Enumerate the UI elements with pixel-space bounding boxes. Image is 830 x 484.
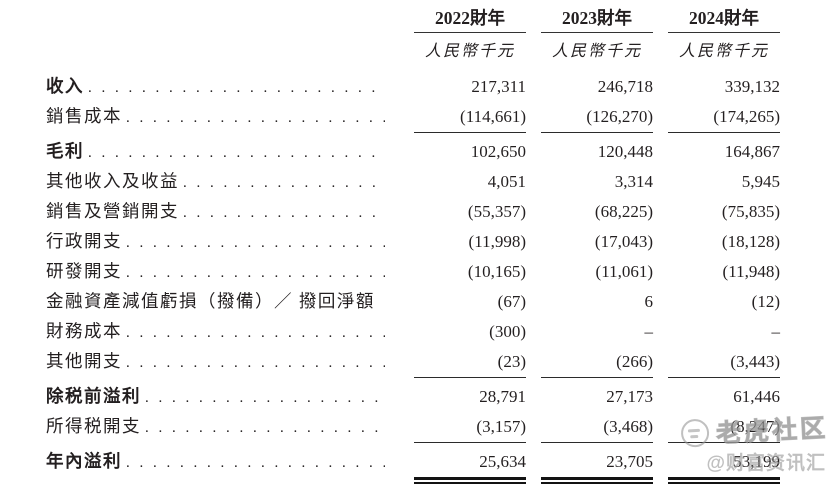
row-label: 收入 — [46, 76, 84, 96]
cell-value: (55,357) — [467, 202, 526, 221]
cell-value: 61,446 — [733, 387, 780, 406]
cell-value: (3,443) — [668, 347, 780, 378]
leader-dots — [122, 228, 385, 258]
table-row-income-tax: 所得税開支 (3,157) (3,468) (8,247) — [46, 411, 830, 443]
tiger-logo-icon — [680, 418, 710, 448]
table-row-admin-expenses: 行政開支 (11,998) (17,043) (18,128) — [46, 226, 830, 256]
cell-value: (174,265) — [668, 102, 780, 133]
cell-value: (67) — [497, 292, 526, 311]
cell-value: 120,448 — [597, 142, 653, 161]
year-header-row: 2022財年 2023財年 2024財年 — [46, 6, 830, 33]
table-row-other-income: 其他收入及收益 4,051 3,314 5,945 — [46, 166, 830, 196]
cell-value: (300) — [489, 322, 526, 341]
table-row-selling-expenses: 銷售及營銷開支 (55,357) (68,225) (75,835) — [46, 196, 830, 226]
cell-value: 28,791 — [479, 387, 526, 406]
cell-value: 164,867 — [724, 142, 780, 161]
table-row-cost-of-sales: 銷售成本 (114,661) (126,270) (174,265) — [46, 101, 830, 133]
table-row-finance-costs: 財務成本 (300) – – — [46, 316, 830, 346]
watermark-handle: @财富资讯汇 — [706, 453, 826, 474]
table-row-other-expenses: 其他開支 (23) (266) (3,443) — [46, 346, 830, 378]
cell-value: 339,132 — [724, 77, 780, 96]
row-label: 銷售及營銷開支 — [46, 201, 179, 221]
leader-dots — [122, 448, 385, 478]
year-header: 2023財年 — [541, 6, 653, 33]
cell-value: – — [644, 322, 654, 341]
row-label: 年內溢利 — [46, 451, 122, 471]
table-row-profit-before-tax: 除税前溢利 28,791 27,173 61,446 — [46, 381, 830, 411]
cell-value: (17,043) — [594, 232, 653, 251]
row-label: 其他收入及收益 — [46, 171, 179, 191]
table-row-revenue: 收入 217,311 246,718 339,132 — [46, 71, 830, 101]
leader-dots — [84, 73, 385, 103]
leader-dots — [122, 318, 385, 348]
cell-value: 4,051 — [487, 172, 526, 191]
cell-value: 23,705 — [541, 447, 653, 484]
cell-value: (8,247) — [668, 412, 780, 443]
leader-dots — [179, 168, 385, 198]
leader-dots — [122, 103, 385, 133]
table-row-rd-expenses: 研發開支 (10,165) (11,061) (11,948) — [46, 256, 830, 286]
table-row-impairment: 金融資產減值虧損（撥備）／ 撥回淨額 (67) 6 (12) — [46, 286, 830, 316]
cell-value: (11,061) — [595, 262, 653, 281]
cell-value: (68,225) — [594, 202, 653, 221]
cell-value: (3,468) — [541, 412, 653, 443]
cell-value: (23) — [414, 347, 526, 378]
leader-dots — [84, 138, 385, 168]
cell-value: (18,128) — [721, 232, 780, 251]
row-label: 其他開支 — [46, 351, 122, 371]
leader-dots — [141, 383, 385, 413]
row-label: 所得税開支 — [46, 416, 141, 436]
cell-value: 25,634 — [414, 447, 526, 484]
cell-value: (10,165) — [467, 262, 526, 281]
cell-value: (126,270) — [541, 102, 653, 133]
cell-value: 246,718 — [597, 77, 653, 96]
year-header: 2024財年 — [668, 6, 780, 33]
row-label: 毛利 — [46, 141, 84, 161]
cell-value: – — [771, 322, 781, 341]
cell-value: 6 — [644, 292, 654, 311]
table-row-gross-profit: 毛利 102,650 120,448 164,867 — [46, 136, 830, 166]
cell-value: (11,998) — [468, 232, 526, 251]
row-label: 除税前溢利 — [46, 386, 141, 406]
row-label: 銷售成本 — [46, 106, 122, 126]
unit-label: 人民幣千元 — [551, 43, 642, 60]
leader-dots — [122, 258, 385, 288]
year-header: 2022財年 — [414, 6, 526, 33]
cell-value: 217,311 — [471, 77, 526, 96]
cell-value: 3,314 — [614, 172, 653, 191]
row-label: 行政開支 — [46, 231, 122, 251]
cell-value: (75,835) — [721, 202, 780, 221]
cell-value: (3,157) — [414, 412, 526, 443]
currency-unit-row: 人民幣千元 人民幣千元 人民幣千元 — [46, 41, 830, 63]
cell-value: 5,945 — [741, 172, 780, 191]
cell-value: 27,173 — [606, 387, 653, 406]
row-label: 財務成本 — [46, 321, 122, 341]
cell-value: 102,650 — [470, 142, 526, 161]
watermark-brand: 老虎社区 — [715, 414, 829, 449]
row-label: 金融資產減值虧損（撥備）／ 撥回淨額 — [46, 291, 375, 311]
cell-value: (12) — [751, 292, 780, 311]
leader-dots — [122, 348, 385, 378]
row-label: 研發開支 — [46, 261, 122, 281]
watermark-brand-line: 老虎社区 — [680, 408, 829, 452]
cell-value: (266) — [541, 347, 653, 378]
cell-value: (114,661) — [414, 102, 526, 133]
cell-value: (11,948) — [722, 262, 780, 281]
unit-label: 人民幣千元 — [424, 43, 515, 60]
unit-label: 人民幣千元 — [678, 43, 769, 60]
watermark: 老虎社区 @财富资讯汇 — [680, 412, 829, 475]
leader-dots — [141, 413, 385, 443]
leader-dots — [179, 198, 385, 228]
